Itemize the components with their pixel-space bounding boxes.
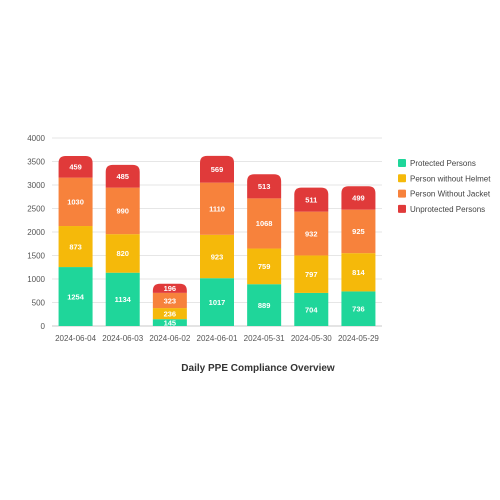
bar-segment	[152, 319, 187, 326]
x-tick-label: 2024-06-02	[149, 334, 190, 343]
x-axis: 2024-06-04 2024-06-03 2024-06-02 2024-06-01…	[55, 334, 379, 343]
y-tick-label: 500	[32, 299, 46, 308]
bar-segment	[200, 234, 234, 279]
data-label: 569	[211, 165, 224, 174]
legend-entry: Unprotected Persons	[410, 205, 485, 214]
bar-segment	[200, 155, 234, 183]
bar-segment	[58, 156, 93, 178]
data-label: 990	[116, 207, 129, 216]
data-label: 145	[164, 318, 177, 327]
legend-swatch	[398, 159, 406, 167]
data-label: 704	[305, 305, 318, 314]
bar-segment	[105, 164, 140, 188]
bar-segment	[294, 187, 329, 212]
bar-segment	[152, 308, 187, 320]
data-label: 511	[305, 195, 317, 204]
legend-swatch	[398, 174, 406, 183]
data-label: 459	[69, 163, 82, 172]
data-label: 736	[352, 305, 365, 314]
data-label: 236	[164, 309, 177, 318]
y-tick-label: 1500	[27, 252, 45, 261]
bar-segment	[105, 272, 140, 326]
y-tick-label: 2500	[27, 205, 45, 214]
bar-segment	[341, 291, 376, 326]
y-tick-label: 3000	[27, 181, 45, 190]
bar-segment	[247, 248, 282, 285]
x-tick-label: 2024-05-31	[244, 334, 285, 343]
data-label: 759	[258, 262, 271, 271]
data-label: 925	[352, 227, 365, 236]
chart-title: Daily PPE Compliance Overview	[181, 363, 335, 374]
bar-segment	[247, 284, 282, 326]
data-label: 1068	[256, 219, 273, 228]
data-label: 1134	[115, 295, 132, 304]
bar-segment	[294, 292, 329, 326]
data-label: 323	[164, 296, 177, 305]
bar-segment	[200, 182, 234, 235]
data-label: 485	[116, 172, 129, 181]
data-label: 889	[258, 301, 271, 310]
bar-segment	[341, 253, 376, 292]
y-tick-label: 0	[41, 322, 46, 331]
data-label: 932	[305, 229, 318, 238]
legend-swatch	[398, 189, 406, 198]
bar-segment	[58, 267, 93, 326]
data-label: 873	[69, 242, 82, 251]
y-tick-label: 4000	[27, 134, 45, 143]
y-axis: 0 500 1000 1500 2000 2500 3000 3500 4000	[27, 134, 45, 331]
x-tick-label: 2024-06-01	[197, 334, 238, 343]
bar-segment	[152, 292, 187, 309]
x-tick-label: 2024-05-29	[338, 334, 379, 343]
x-tick-label: 2024-06-03	[102, 334, 143, 343]
data-label: 1254	[67, 292, 85, 301]
bar-segment	[200, 278, 234, 326]
bar-segment	[152, 283, 187, 293]
data-label: 196	[164, 284, 177, 293]
data-label: 1110	[209, 205, 225, 214]
bar-segment	[58, 226, 93, 268]
y-tick-label: 3500	[27, 158, 45, 167]
data-label: 797	[305, 270, 318, 279]
bar-segment	[341, 209, 376, 254]
bar-segment	[341, 186, 376, 210]
data-label: 513	[258, 182, 271, 191]
legend-swatch	[398, 204, 406, 213]
data-label: 923	[211, 252, 224, 261]
data-label: 1030	[67, 198, 84, 207]
bar-segment	[58, 177, 93, 227]
x-tick-label: 2024-06-04	[55, 334, 96, 343]
legend-entry: Protected Persons	[410, 159, 476, 168]
data-label: 820	[116, 249, 129, 258]
legend-entry: Person without Helmet	[410, 174, 491, 183]
legend-entry: Person Without Jacket	[410, 190, 491, 199]
data-label: 499	[352, 194, 365, 203]
y-tick-label: 2000	[27, 228, 45, 237]
data-label: 814	[352, 268, 365, 277]
bar-segment	[105, 234, 140, 273]
legend: Protected Persons Person without Helmet Pe…	[398, 159, 491, 214]
data-label: 1017	[209, 298, 226, 307]
bar-segment	[294, 211, 329, 256]
x-tick-label: 2024-05-30	[291, 334, 332, 343]
y-tick-label: 1000	[27, 275, 45, 284]
bar-segment	[247, 174, 282, 199]
bars	[58, 155, 376, 326]
bar-segment	[105, 187, 140, 235]
bar-segment	[247, 198, 282, 249]
bar-segment	[294, 255, 329, 293]
